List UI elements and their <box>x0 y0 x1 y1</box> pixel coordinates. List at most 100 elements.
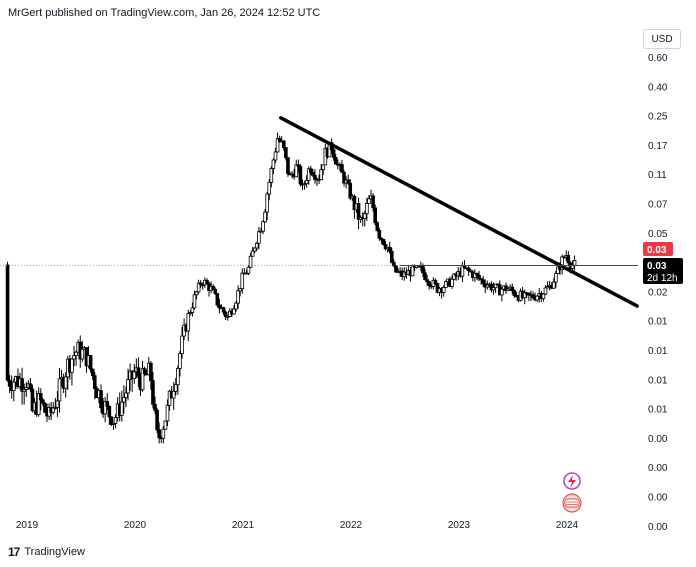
candle-body <box>225 316 230 318</box>
countdown-label: 2d 12h <box>647 273 678 284</box>
candle-body <box>90 368 95 377</box>
candle-body <box>541 293 546 299</box>
candle-body <box>205 279 209 284</box>
candle-body <box>198 282 203 286</box>
candle-body <box>342 171 346 184</box>
candle-body <box>38 393 43 401</box>
candle-body <box>122 397 126 403</box>
candle-body <box>267 181 272 195</box>
candle-body <box>304 179 309 185</box>
y-tick-label: 0.40 <box>648 82 668 93</box>
price-chart[interactable]: 0.60 0.40 0.25 0.17 0.11 0.07 0.05 0.03 0.02 0.01… <box>0 22 696 540</box>
candle-body <box>107 405 112 418</box>
x-tick-label: 2019 <box>16 520 39 531</box>
candle-body <box>348 182 353 199</box>
y-tick-label: 0.60 <box>648 53 668 64</box>
candle-body <box>572 260 577 266</box>
candle-body <box>173 384 178 392</box>
candle-body <box>477 274 481 280</box>
candle-body <box>475 272 479 276</box>
candle-body <box>215 293 220 306</box>
candle-body <box>421 266 425 274</box>
candle-body <box>246 266 251 274</box>
candle-body <box>362 213 367 219</box>
candle-body <box>194 291 199 296</box>
candle-body <box>221 307 226 313</box>
candle-body <box>236 290 240 304</box>
currency-button[interactable]: USD <box>643 29 681 49</box>
candle-body <box>265 193 269 213</box>
candle-body <box>512 290 517 296</box>
candle-body <box>479 278 483 281</box>
candle-body <box>269 168 274 183</box>
candle-body <box>113 417 118 424</box>
y-tick-label: 0.25 <box>648 112 668 123</box>
candle-body <box>28 383 33 390</box>
candle-body <box>340 164 344 173</box>
candle-body <box>213 288 218 294</box>
candle-body <box>394 265 398 273</box>
x-tick-label: 2020 <box>124 520 147 531</box>
y-tick-label: 0.00 <box>648 434 668 445</box>
candle-body <box>493 283 498 289</box>
candle-body <box>142 368 147 374</box>
candle-body <box>500 288 504 296</box>
candle-body <box>165 404 170 422</box>
y-tick-label: 0.00 <box>648 493 668 504</box>
candle-body <box>99 390 103 409</box>
candle-body <box>5 264 10 381</box>
candle-body <box>259 230 263 233</box>
candle-body <box>333 157 338 165</box>
candle-body <box>545 286 550 289</box>
candle-body <box>53 407 58 409</box>
candle-body <box>560 256 564 271</box>
candle-body <box>321 164 326 171</box>
candle-body <box>211 286 215 290</box>
candle-body <box>126 379 130 394</box>
candle-body <box>281 140 286 148</box>
candle-body <box>232 308 236 315</box>
price-tag-black-label: 0.03 <box>647 261 667 272</box>
candle-body <box>109 416 114 425</box>
candle-body <box>234 302 238 310</box>
candle-body <box>80 348 85 360</box>
y-tick-label: 0.07 <box>648 200 668 211</box>
candle-body <box>252 247 257 252</box>
candle-body <box>238 288 242 292</box>
candle-body <box>24 387 29 390</box>
candle-body <box>11 381 16 391</box>
candle-body <box>352 195 357 211</box>
trendline <box>279 116 639 308</box>
candle-body <box>72 355 76 360</box>
candle-body <box>277 138 282 142</box>
candle-body <box>443 281 448 288</box>
candle-body <box>149 362 153 382</box>
candle-body <box>263 211 267 223</box>
candle-body <box>367 198 371 204</box>
candle-body <box>271 159 276 169</box>
y-tick-label: 0.01 <box>648 375 668 386</box>
chart-area[interactable]: 0.60 0.40 0.25 0.17 0.11 0.07 0.05 0.03 0.02 0.01… <box>0 22 696 540</box>
candle-body <box>427 281 431 287</box>
candle-body <box>450 278 454 287</box>
y-tick-label: 0.05 <box>648 229 668 240</box>
candle-body <box>531 294 535 299</box>
tradingview-logo-icon: 17 <box>8 545 20 559</box>
x-tick-label: 2022 <box>340 520 363 531</box>
candle-body <box>161 428 166 439</box>
y-tick-label: 0.00 <box>648 522 668 533</box>
candle-body <box>365 203 369 215</box>
candle-body <box>514 295 519 297</box>
candle-body <box>389 250 394 263</box>
candle-body <box>423 272 427 280</box>
candle-body <box>250 250 255 257</box>
candle-body <box>556 266 560 274</box>
candle-body <box>302 183 307 186</box>
candle-body <box>543 287 548 295</box>
publish-info: MrGert published on TradingView.com, Jan… <box>8 7 321 19</box>
candle-body <box>111 422 116 425</box>
candle-body <box>510 286 515 292</box>
candle-body <box>298 165 303 185</box>
candle-body <box>41 399 45 404</box>
candle-body <box>273 151 278 161</box>
